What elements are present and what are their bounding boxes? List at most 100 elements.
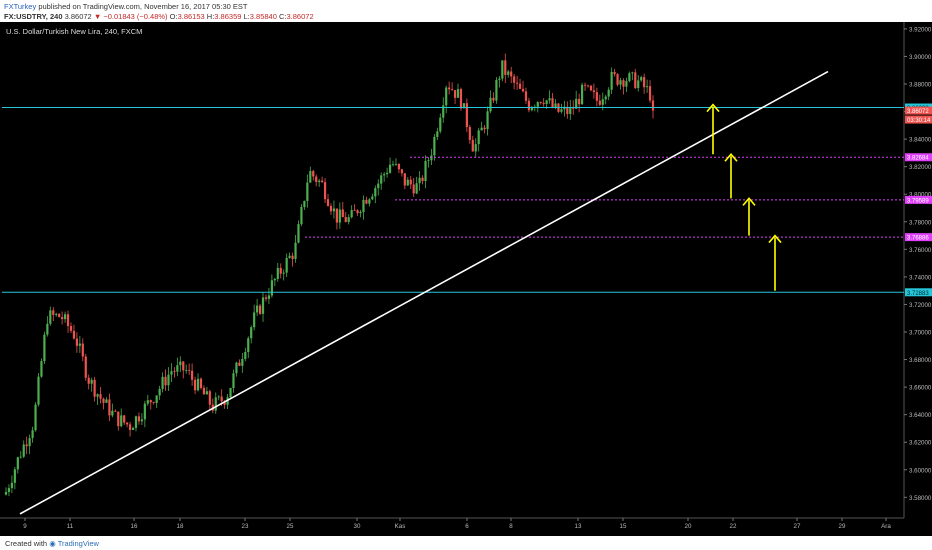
price-level-label: 3.76886 [907,236,929,242]
y-tick-label: 3.76000 [909,247,932,254]
candle-body [616,74,619,85]
candle-body [102,398,105,403]
candle-body [510,71,513,77]
price-level-label: 3.72883 [907,291,929,297]
candle-body [247,338,250,353]
arrow-up-icon [724,153,738,162]
open-label: O: [169,12,178,21]
candle-body [25,444,28,447]
candle-body [548,98,551,101]
candle-body [507,71,510,75]
candle-body [631,72,634,74]
x-tick-label: 18 [177,523,184,530]
candle-body [445,87,448,106]
candle-body [87,377,90,384]
candle-body [433,136,436,156]
candle-body [66,314,70,327]
candle-body [380,175,383,184]
y-tick-label: 3.84000 [909,137,932,144]
candle-body [137,416,141,422]
candle-body [78,343,81,346]
trendline[interactable] [19,70,829,515]
y-tick-label: 3.72000 [909,302,932,309]
candle-body [524,91,528,101]
candle-body [563,106,566,110]
candle-body [117,411,120,427]
candle-body [244,352,247,359]
price-chart[interactable]: U.S. Dollar/Turkish New Lira, 240, FXCM 3… [0,22,932,536]
y-tick-label: 3.92000 [909,26,932,33]
candle-body [442,105,445,118]
candle-body [155,395,158,403]
candle-body [303,200,306,208]
candle-body [474,144,477,152]
candle-body [81,343,84,357]
candle-body [282,272,285,274]
candle-body [554,103,557,108]
x-tick-label: 16 [131,523,138,530]
candle-body [152,402,155,404]
close-label: C: [279,12,287,21]
candle-body [140,419,143,422]
x-tick-label: 20 [685,523,692,530]
candle-body [456,89,460,98]
candle-body [451,89,454,91]
tradingview-logo-icon: ◉ [49,539,56,548]
candle-body [63,314,67,320]
candle-body [566,106,569,114]
candle-body [551,98,554,108]
x-tick-label: 11 [67,523,74,530]
candle-body [273,278,276,281]
x-tick-label: 15 [620,523,627,530]
countdown-tag [905,115,932,124]
candle-body [586,85,590,87]
candle-body [146,400,149,404]
tradingview-brand[interactable]: TradingView [57,539,99,548]
candle-body [326,199,330,206]
candle-body [530,107,533,111]
candle-body [536,102,539,107]
candle-body [258,305,262,314]
candle-body [223,401,226,405]
candle-body [489,97,492,112]
author-link[interactable]: FXTurkey [4,2,37,11]
candle-body [7,488,11,492]
candle-body [191,370,194,380]
candle-body [300,207,303,225]
close-value: 3.86072 [286,12,314,21]
candle-body [388,164,392,173]
candle-body [329,205,333,212]
candle-body [176,365,179,372]
candle-body [545,100,548,104]
candle-body [120,415,123,427]
candle-body [495,79,498,101]
y-tick-label: 3.60000 [909,467,932,474]
candle-body [40,361,43,377]
candle-body [504,60,507,75]
candle-body [418,177,421,184]
candle-body [28,438,31,447]
x-tick-label: 22 [730,523,737,530]
x-tick-label: 25 [287,523,294,530]
price-level-tag [905,153,932,162]
footer-bar: Created with ◉ TradingView [0,536,932,550]
candle-body [208,391,211,405]
candle-body [516,82,519,84]
down-arrow-icon: ▼ [93,12,102,21]
candle-body [167,374,170,386]
price-level-tag [905,195,932,204]
candle-body [386,172,389,175]
candle-body [149,400,152,403]
candle-body [309,171,312,183]
y-tick-label: 3.62000 [909,440,932,447]
candle-body [318,180,321,183]
candle-body [374,188,377,197]
price-level-label: 3.79589 [907,198,929,204]
candle-body [471,139,474,152]
candle-body [43,334,46,362]
candle-body [93,379,96,397]
candle-body [589,85,593,91]
y-tick-label: 3.78000 [909,219,932,226]
candle-body [400,169,403,174]
x-tick-label: 6 [465,523,469,530]
